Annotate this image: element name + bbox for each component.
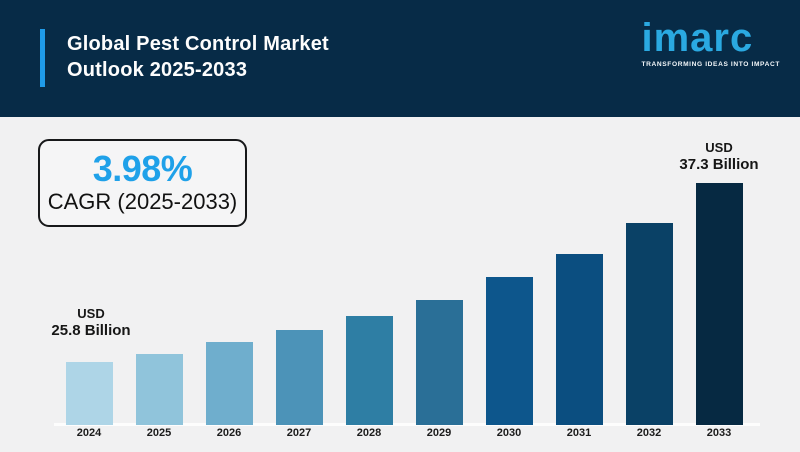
data-label-2033-currency: USD [705, 140, 733, 155]
bar-2025 [135, 354, 183, 425]
cagr-badge: 3.98% CAGR (2025-2033) [38, 139, 247, 227]
bar-2027 [275, 330, 323, 425]
bar-2032 [625, 223, 673, 425]
data-label-2024-value: 25.8 Billion [51, 322, 131, 339]
bar-2024 [65, 362, 113, 425]
data-label-2024-currency: USD [77, 306, 105, 321]
imarc-logo-tagline: TRANSFORMING IDEAS INTO IMPACT [641, 61, 780, 68]
data-label-2024: USD 25.8 Billion [21, 306, 161, 340]
year-label-2033: 2033 [706, 427, 732, 439]
bar-2031 [555, 254, 603, 425]
year-label-2029: 2029 [426, 427, 452, 439]
page-title-line2: Outlook 2025-2033 [67, 59, 248, 81]
cagr-value: 3.98% [92, 148, 193, 189]
data-label-2033-value: 37.3 Billion [679, 156, 759, 173]
imarc-logo-text: imarc [641, 16, 754, 60]
title-accent-bar [40, 29, 45, 87]
year-label-2028: 2028 [356, 427, 382, 439]
imarc-logo: imarc TRANSFORMING IDEAS INTO IMPACT [641, 16, 780, 68]
chart-baseline [54, 423, 760, 426]
bar-2028 [345, 316, 393, 425]
bar-2030 [485, 277, 533, 425]
page-title: Global Pest Control Market Outlook 2025-… [67, 31, 329, 83]
year-label-2027: 2027 [286, 427, 312, 439]
year-label-2031: 2031 [566, 427, 592, 439]
bar-2029 [415, 300, 463, 425]
bar-2033 [695, 183, 743, 425]
cagr-label: CAGR (2025-2033) [47, 189, 238, 214]
year-label-2025: 2025 [146, 427, 172, 439]
year-label-2024: 2024 [76, 427, 102, 439]
year-label-2032: 2032 [636, 427, 662, 439]
header: Global Pest Control Market Outlook 2025-… [0, 0, 800, 117]
year-label-2026: 2026 [216, 427, 242, 439]
page-title-line1: Global Pest Control Market [67, 33, 329, 55]
year-label-2030: 2030 [496, 427, 522, 439]
data-label-2033: USD 37.3 Billion [649, 140, 789, 174]
bar-2026 [205, 342, 253, 425]
